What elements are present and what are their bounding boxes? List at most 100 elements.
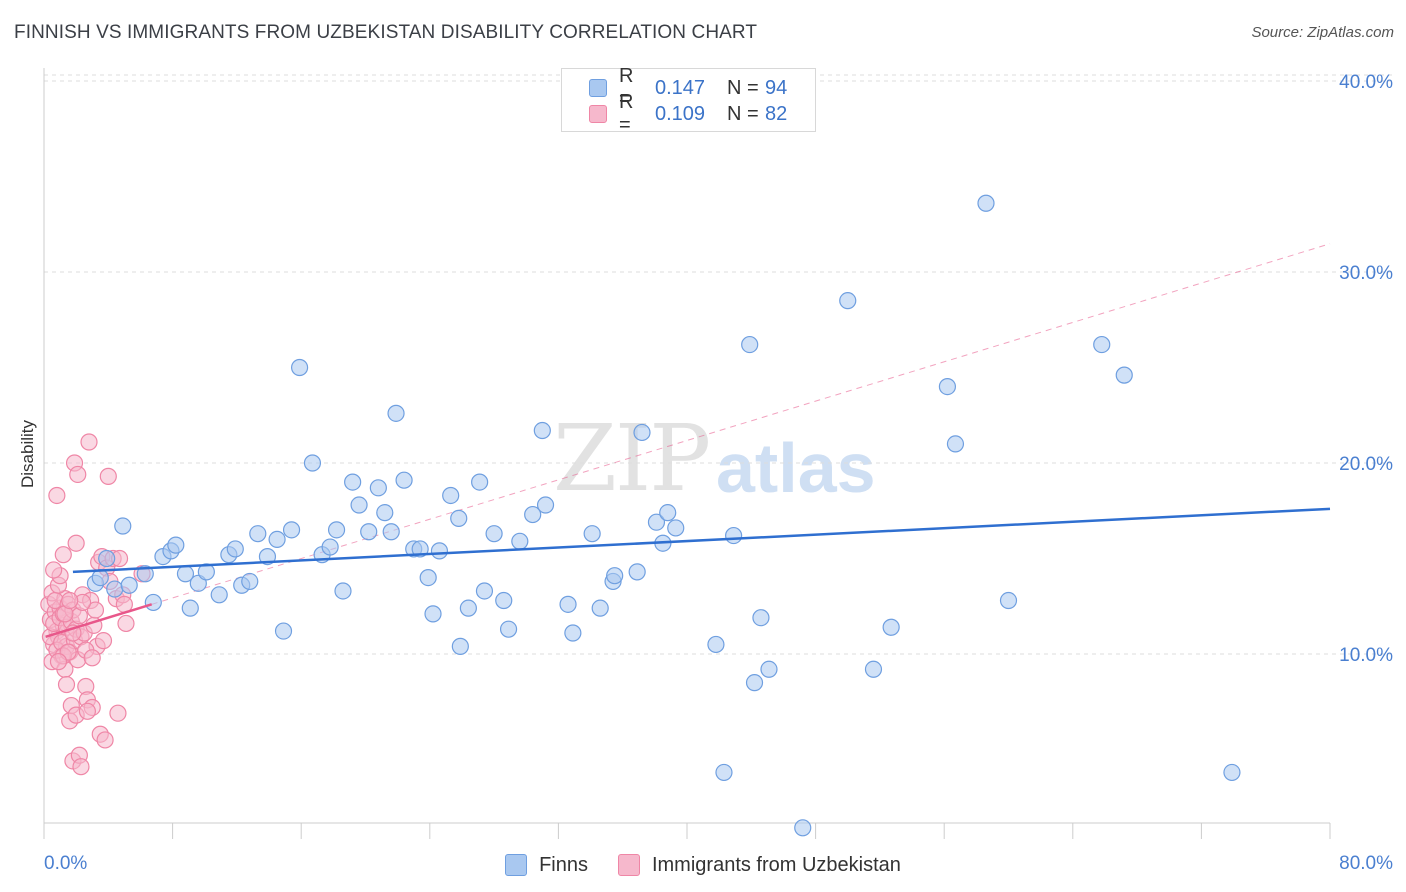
point-finns [536, 496, 555, 514]
point-finns [120, 576, 138, 594]
y-axis-label: Disability [18, 419, 37, 488]
point-finns [303, 454, 322, 472]
point-uzbekistan [94, 632, 113, 650]
n-label: N = [727, 76, 759, 99]
point-finns [424, 605, 442, 623]
r-value: 0.109 [655, 102, 706, 125]
point-finns [241, 572, 259, 591]
point-finns [946, 435, 965, 453]
point-finns [290, 358, 309, 377]
trend-uzbekistan-extension [151, 243, 1331, 605]
point-finns [495, 591, 513, 610]
point-finns [382, 523, 400, 541]
n-value: 82 [765, 102, 788, 125]
point-finns [450, 509, 468, 527]
point-finns [485, 525, 503, 543]
point-finns [583, 525, 601, 543]
trend-finns [72, 507, 1331, 574]
legend-label-finns: Finns [539, 853, 588, 876]
point-finns [725, 526, 743, 545]
point-finns [274, 622, 293, 640]
point-finns [144, 593, 162, 612]
point-finns [659, 504, 677, 522]
x-tick-label: 80.0% [1339, 853, 1393, 874]
series-legend: Finns Immigrants from Uzbekistan [0, 852, 1406, 878]
uzbekistan-swatch [589, 105, 607, 123]
point-finns [559, 595, 577, 613]
point-finns [745, 674, 764, 692]
watermark-atlas: atlas [716, 429, 876, 507]
point-uzbekistan [72, 758, 90, 776]
point-finns [114, 517, 132, 535]
x-tick-label: 0.0% [44, 853, 87, 874]
grid-lines [44, 74, 1393, 655]
point-uzbekistan [96, 731, 114, 749]
legend-item-finns[interactable]: Finns [505, 854, 588, 877]
point-finns [864, 660, 883, 678]
trend-uzbekistan [45, 603, 153, 639]
point-uzbekistan [80, 433, 98, 451]
point-finns [999, 591, 1018, 610]
point-finns [136, 565, 154, 583]
point-uzbekistan [67, 534, 85, 552]
point-finns [760, 660, 778, 678]
point-finns [647, 513, 666, 531]
point-finns [1223, 763, 1241, 782]
point-finns [475, 582, 494, 600]
point-finns [334, 582, 352, 600]
point-finns [524, 505, 542, 524]
point-finns [387, 404, 405, 422]
point-uzbekistan [48, 486, 66, 505]
point-finns [471, 473, 489, 491]
n-value: 94 [765, 76, 788, 99]
legend-label-uzbekistan: Immigrants from Uzbekistan [651, 853, 901, 876]
point-finns [459, 599, 477, 617]
point-finns [282, 521, 301, 539]
point-finns [98, 549, 116, 568]
finns-swatch [589, 79, 607, 97]
point-finns [633, 423, 651, 442]
point-finns [268, 530, 286, 549]
correlation-legend: R = 0.147 N = 94 R = 0.109 N = 82 [561, 65, 816, 136]
point-finns [499, 620, 518, 638]
point-finns [606, 567, 624, 585]
point-finns [226, 540, 244, 558]
chart-title: FINNISH VS IMMIGRANTS FROM UZBEKISTAN DI… [14, 22, 758, 43]
point-finns [938, 378, 957, 396]
point-finns [167, 536, 185, 554]
point-finns [106, 580, 124, 598]
y-tick-label: 40.0% [1339, 72, 1393, 93]
y-tick-label: 20.0% [1339, 454, 1393, 475]
point-finns [369, 479, 387, 497]
point-finns [882, 618, 900, 636]
legend-item-uzbekistan[interactable]: Immigrants from Uzbekistan [617, 853, 901, 877]
r-label: R = [619, 91, 634, 136]
point-finns [511, 532, 529, 550]
point-finns [258, 547, 277, 566]
point-uzbekistan [86, 601, 105, 619]
point-finns [360, 523, 378, 541]
point-finns [1115, 366, 1133, 384]
point-finns [707, 635, 725, 654]
series-uzbekistan-points [40, 433, 151, 776]
point-finns [430, 542, 449, 560]
point-finns [344, 473, 362, 491]
point-finns [977, 194, 995, 212]
point-finns [451, 637, 469, 655]
r-label: R = [619, 65, 634, 110]
point-finns [533, 421, 551, 440]
point-finns [752, 609, 770, 627]
point-finns [321, 538, 339, 556]
point-finns [197, 563, 215, 581]
point-uzbekistan [49, 653, 68, 671]
source-label: Source: ZipAtlas.com [1251, 24, 1394, 41]
point-finns [741, 335, 759, 354]
legend-row-finns: R = 0.147 N = 94 [589, 65, 788, 110]
point-uzbekistan [69, 465, 87, 484]
r-value: 0.147 [655, 76, 706, 99]
point-finns [667, 519, 685, 537]
point-uzbekistan [61, 591, 79, 610]
point-finns [715, 763, 733, 782]
n-label: N = [727, 102, 759, 125]
